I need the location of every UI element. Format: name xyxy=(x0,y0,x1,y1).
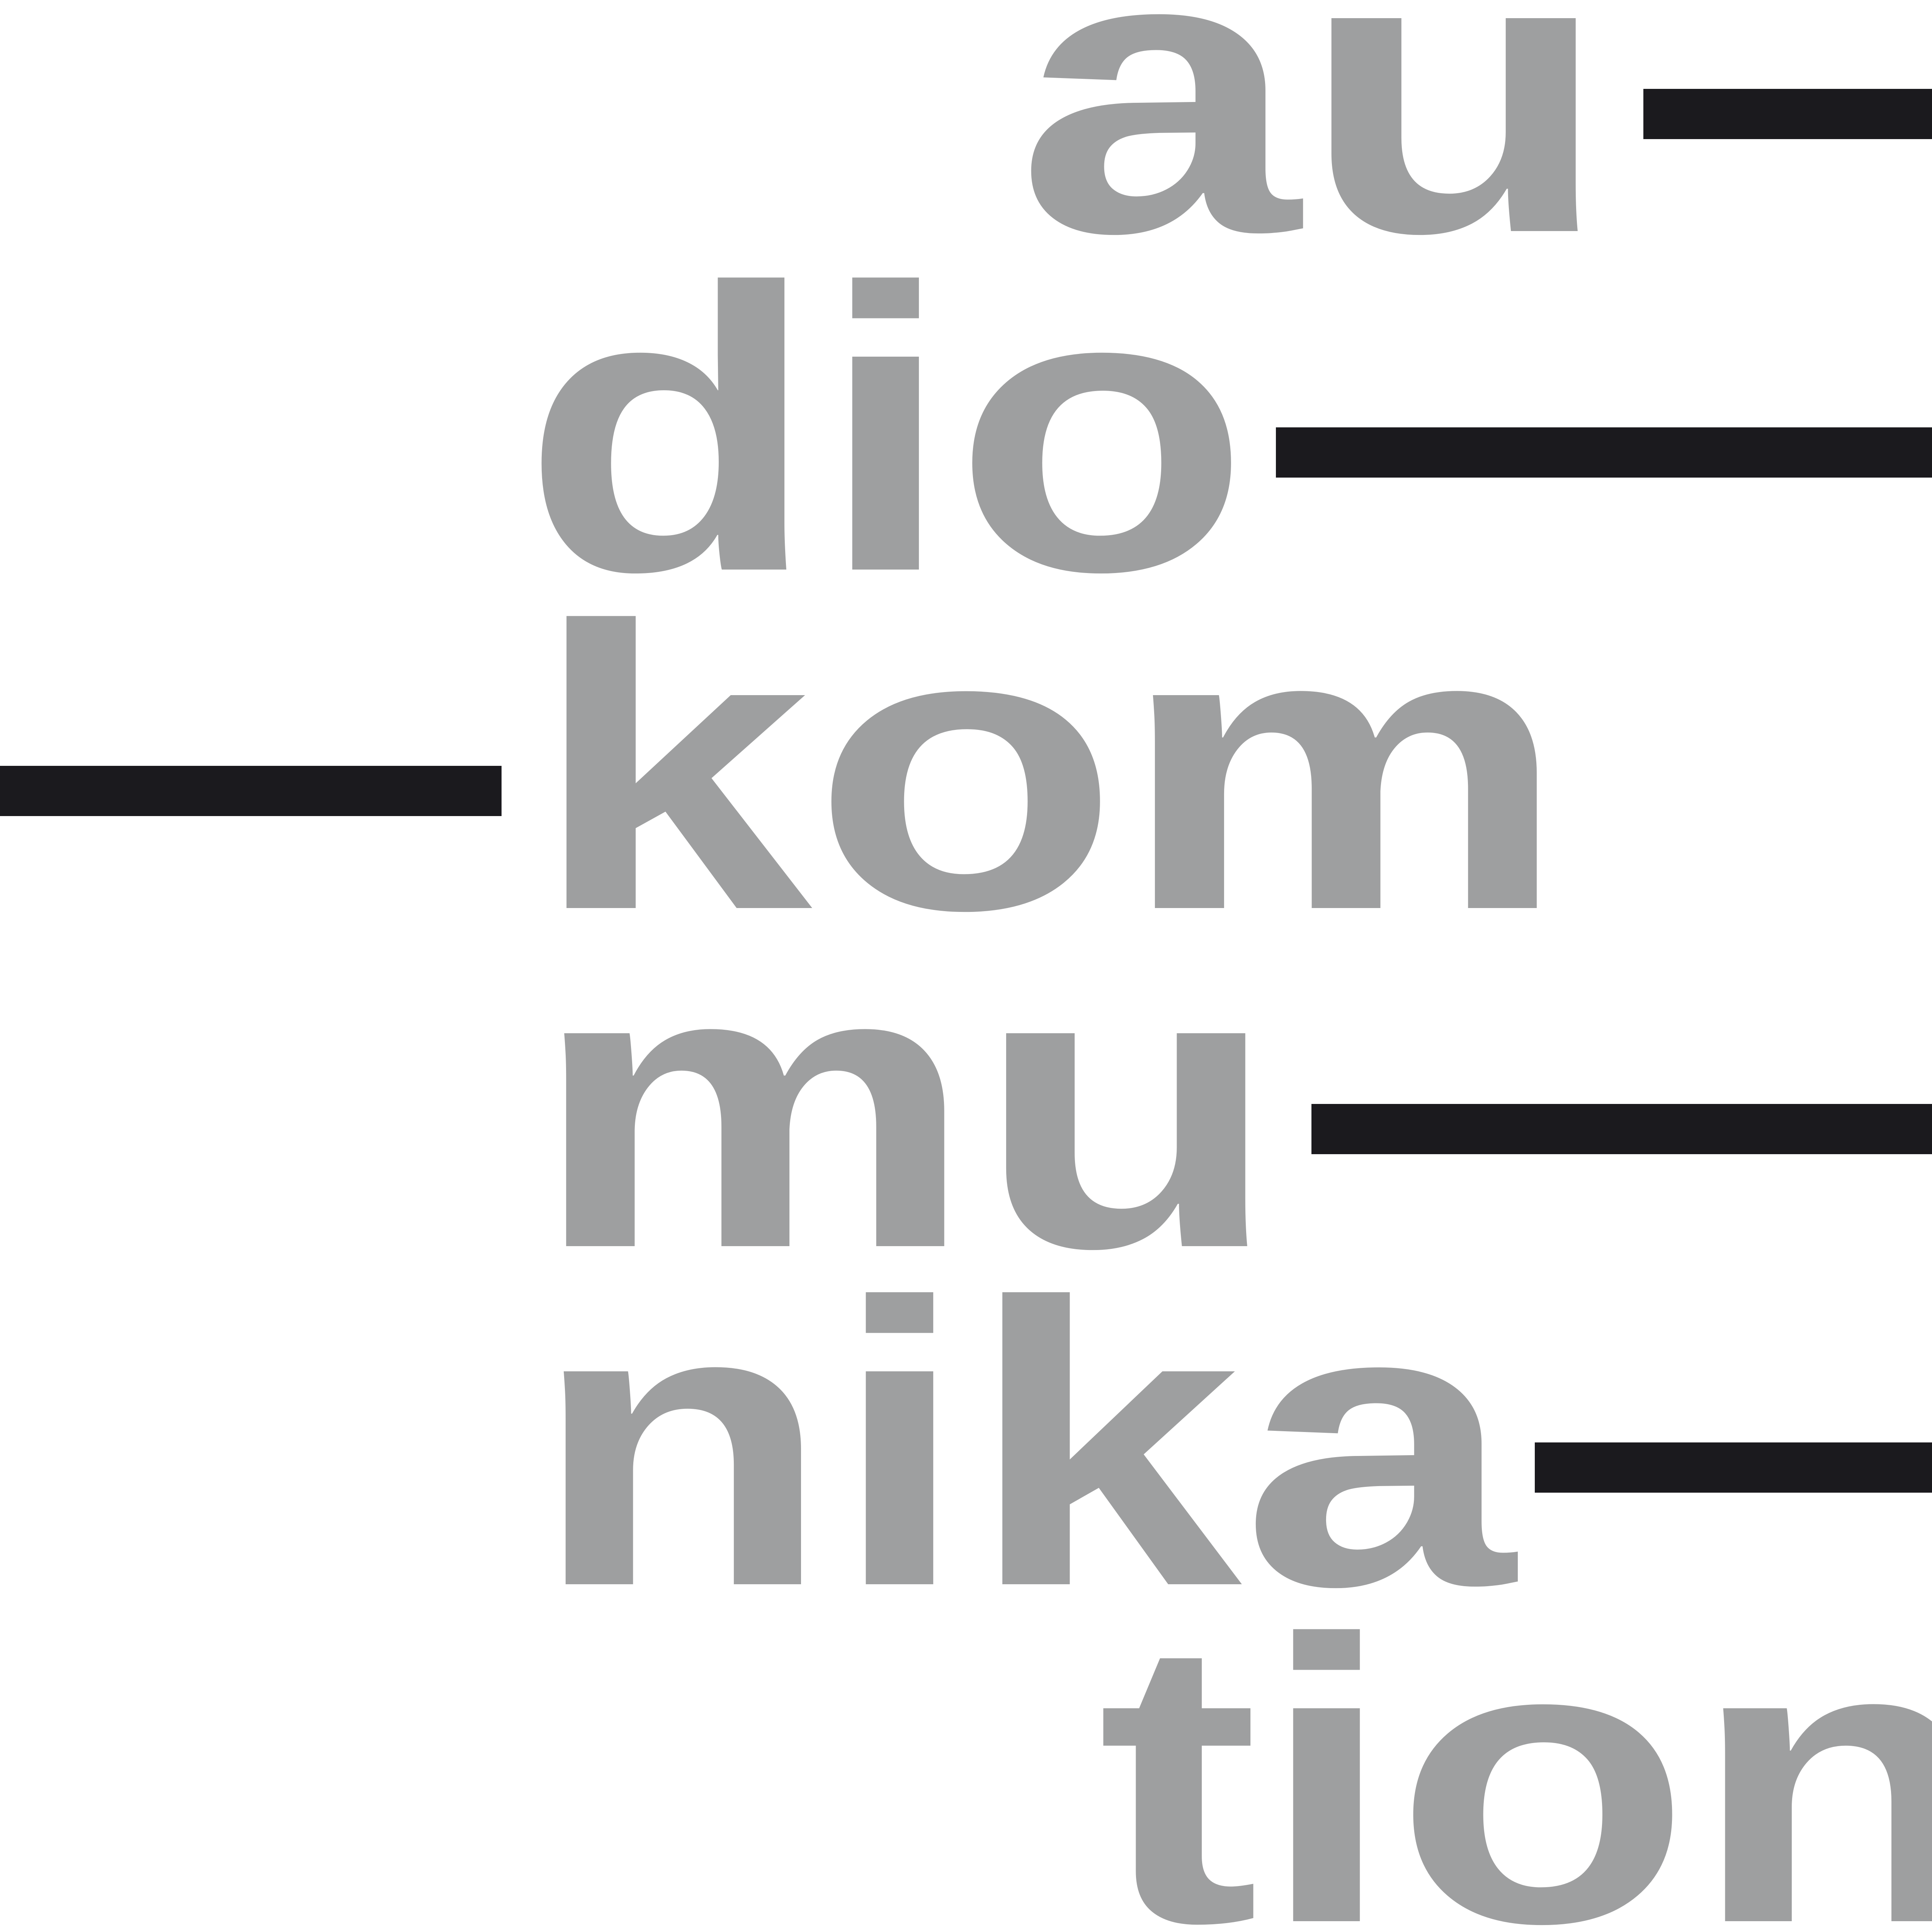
syllable-kom: kom xyxy=(531,544,1568,994)
dash-bar-kom xyxy=(0,766,502,816)
dash-bar-nika xyxy=(1535,1442,1932,1493)
syllable-au: au xyxy=(1016,0,1611,317)
syllable-dio: dio xyxy=(522,205,1250,655)
syllable-tion: tion xyxy=(1097,1557,1932,1932)
dash-bar-au xyxy=(1643,89,1932,139)
dash-bar-mu xyxy=(1311,1104,1932,1154)
dash-bar-dio xyxy=(1276,427,1932,478)
syllable-nika: nika xyxy=(531,1220,1518,1670)
syllable-mu: mu xyxy=(531,882,1280,1332)
